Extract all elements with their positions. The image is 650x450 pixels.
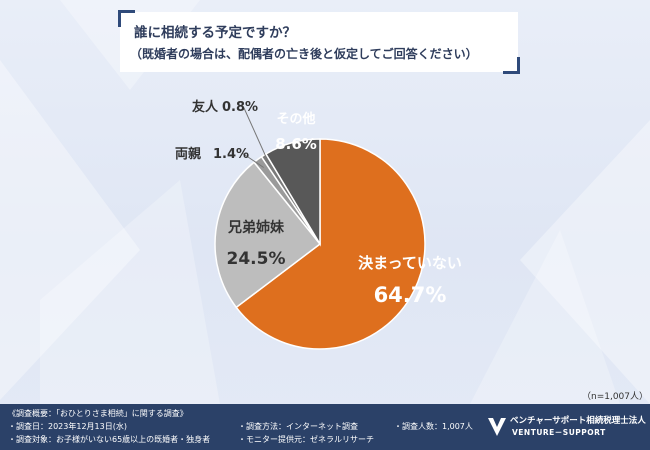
- value-label-undecided: 64.7%: [374, 283, 447, 307]
- footer-count: ・調査人数：1,007人: [394, 422, 473, 431]
- footer-target: ・調査対象：お子様がいない65歳以上の既婚者・独身者: [8, 435, 211, 444]
- logo-mark-icon: [488, 418, 506, 436]
- category-label-parents: 両親: [175, 146, 201, 162]
- sample-size-note: （n=1,007人）: [582, 392, 649, 402]
- footer-bar: 《調査概要：「おひとりさま相続」に関する調査》 ・調査日：2023年12月13日…: [0, 404, 650, 450]
- value-label-siblings: 24.5%: [227, 249, 286, 269]
- value-label-parents: 1.4%: [213, 147, 249, 162]
- category-label-undecided: 決まっていない: [358, 254, 462, 272]
- footer-method: ・調査方法：インターネット調査: [238, 422, 358, 431]
- value-label-friends: 0.8%: [222, 100, 258, 115]
- question-title: 誰に相続する予定ですか？: [134, 25, 296, 41]
- category-label-siblings: 兄弟姉妹: [227, 219, 285, 236]
- slice-undecided: [235, 138, 426, 350]
- category-label-friends: 友人: [192, 99, 219, 115]
- slice-siblings: [214, 161, 322, 309]
- leader-line-slice-friends: [243, 107, 270, 164]
- question-title-box: 誰に相続する予定ですか？ （既婚者の場合は、配偶者の亡き後と仮定してご回答くださ…: [118, 10, 520, 74]
- value-label-other: 8.6%: [275, 135, 317, 153]
- logo-name: ベンチャーサポート相続税理士法人: [510, 416, 646, 426]
- footer-date: ・調査日：2023年12月13日(水): [8, 422, 127, 431]
- title-corner-top-left: [118, 10, 135, 27]
- footer-provider: ・モニター提供元：ゼネラルリサーチ: [238, 435, 374, 444]
- title-corner-bottom-right: [503, 57, 520, 74]
- footer-overview: 《調査概要：「おひとりさま相続」に関する調査》: [8, 409, 188, 418]
- logo-subtitle: VENTURE－SUPPORT: [512, 428, 606, 437]
- leader-line-slice-parents: [241, 152, 264, 168]
- category-label-other: その他: [276, 111, 315, 127]
- slice-other: [264, 138, 321, 247]
- question-subtitle: （既婚者の場合は、配偶者の亡き後と仮定してご回答ください）: [130, 47, 478, 61]
